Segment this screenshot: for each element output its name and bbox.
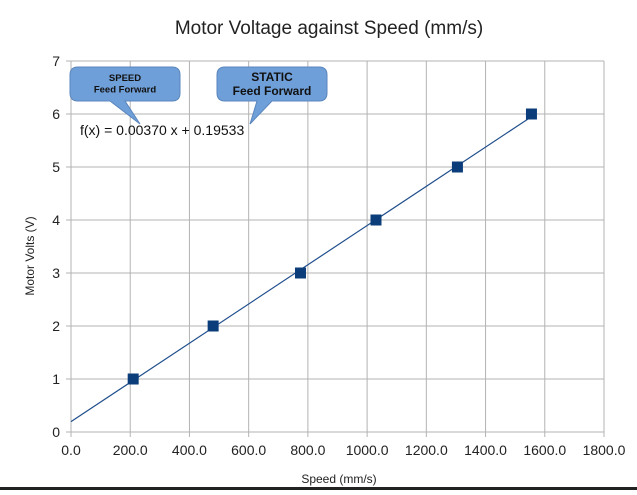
callout-line2: Feed Forward bbox=[233, 84, 312, 98]
grid bbox=[70, 60, 605, 433]
callout-line2: Feed Forward bbox=[94, 85, 156, 96]
x-tick-label: 1000.0 bbox=[346, 442, 389, 458]
bottom-border bbox=[0, 487, 637, 490]
y-tick-label: 0 bbox=[52, 424, 60, 440]
y-tick-label: 1 bbox=[52, 371, 60, 387]
data-points bbox=[127, 108, 537, 385]
x-tick-label: 1800.0 bbox=[583, 442, 626, 458]
x-tick-label: 1600.0 bbox=[523, 442, 566, 458]
callout-line1: STATIC bbox=[251, 70, 293, 84]
callout-line1: SPEED bbox=[109, 73, 141, 84]
data-point bbox=[451, 161, 463, 173]
axes: 0.0 200.0 400.0 600.0 800.0 1000.0 1200.0 1400.… bbox=[52, 53, 625, 458]
data-point bbox=[207, 320, 219, 332]
x-tick-label: 1400.0 bbox=[464, 442, 507, 458]
y-tick-label: 2 bbox=[52, 318, 60, 334]
data-point bbox=[525, 108, 537, 120]
callout-bubble bbox=[69, 66, 181, 125]
callout-bubble bbox=[216, 66, 328, 125]
x-tick-label: 200.0 bbox=[113, 442, 148, 458]
y-tick-label: 6 bbox=[52, 106, 60, 122]
trendline-equation: f(x) = 0.00370 x + 0.19533 bbox=[80, 122, 244, 138]
data-point bbox=[127, 373, 139, 385]
x-tick-label: 600.0 bbox=[231, 442, 266, 458]
y-axis-title: Motor Volts (V) bbox=[23, 216, 37, 295]
y-tick-label: 7 bbox=[52, 53, 60, 69]
x-tick-label: 1200.0 bbox=[405, 442, 448, 458]
x-tick-label: 400.0 bbox=[172, 442, 207, 458]
y-tick-label: 5 bbox=[52, 159, 60, 175]
y-tick-label: 3 bbox=[52, 265, 60, 281]
x-tick-label: 0.0 bbox=[61, 442, 81, 458]
x-axis-title: Speed (mm/s) bbox=[301, 472, 376, 486]
x-tick-label: 800.0 bbox=[290, 442, 325, 458]
data-point bbox=[294, 267, 306, 279]
y-tick-label: 4 bbox=[52, 212, 60, 228]
chart-title: Motor Voltage against Speed (mm/s) bbox=[175, 18, 483, 39]
data-point bbox=[370, 214, 382, 226]
